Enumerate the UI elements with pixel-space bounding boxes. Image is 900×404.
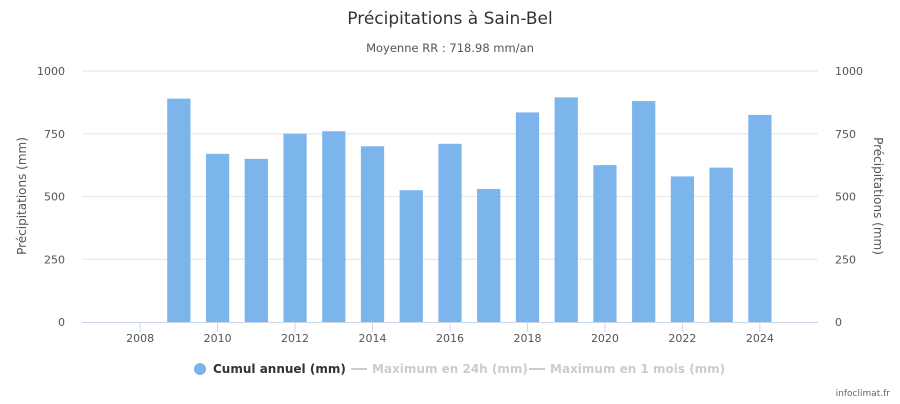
legend-item-1[interactable]: Cumul annuel (mm) — [194, 362, 346, 376]
legend-label: Maximum en 1 mois (mm) — [550, 362, 725, 376]
legend: Cumul annuel (mm) Maximum en 24h (mm) Maxi… — [194, 362, 725, 376]
y-tick-label-left: 250 — [44, 253, 65, 266]
y-tick-label-right: 500 — [835, 191, 856, 204]
bar-2013[interactable] — [322, 131, 346, 322]
y-axis-title-left: Précipitations (mm) — [15, 137, 29, 255]
bar-2012[interactable] — [283, 133, 307, 322]
bar-2019[interactable] — [554, 97, 578, 322]
bar-2024[interactable] — [748, 114, 772, 322]
chart-title: Précipitations à Sain-Bel — [347, 9, 552, 29]
credit-link[interactable]: infoclimat.fr — [836, 389, 891, 399]
bar-2011[interactable] — [244, 158, 268, 322]
bar-2021[interactable] — [632, 101, 656, 323]
x-tick-label: 2008 — [126, 332, 154, 345]
bar-2010[interactable] — [205, 153, 230, 322]
y-tick-label-right: 1000 — [835, 65, 863, 78]
legend-item-2[interactable]: Maximum en 24h (mm) — [351, 362, 528, 376]
bar-2014[interactable] — [360, 146, 385, 322]
y-tick-label-right: 250 — [835, 253, 856, 266]
legend-label: Maximum en 24h (mm) — [372, 362, 528, 376]
bar-2017[interactable] — [477, 188, 501, 322]
chart-subtitle: Moyenne RR : 718.98 mm/an — [366, 41, 534, 55]
x-tick-label: 2020 — [591, 332, 619, 345]
x-tick-label: 2018 — [513, 332, 541, 345]
bar-2015[interactable] — [399, 190, 423, 322]
y-axis-title-right: Précipitations (mm) — [871, 137, 885, 255]
x-tick-label: 2010 — [204, 332, 232, 345]
x-tick-label: 2024 — [746, 332, 774, 345]
y-tick-label-left: 1000 — [37, 65, 65, 78]
bar-2018[interactable] — [515, 112, 540, 322]
y-tick-label-left: 0 — [58, 316, 65, 329]
bar-2009[interactable] — [167, 98, 191, 322]
y-tick-label-right: 0 — [835, 316, 842, 329]
bars — [167, 97, 772, 323]
bar-2023[interactable] — [709, 167, 733, 322]
bar-2016[interactable] — [438, 143, 462, 322]
x-tick-label: 2022 — [668, 332, 696, 345]
y-tick-label-left: 750 — [44, 128, 65, 141]
bar-2022[interactable] — [670, 176, 695, 322]
y-tick-label-right: 750 — [835, 128, 856, 141]
x-tick-label: 2014 — [359, 332, 387, 345]
y-tick-label-left: 500 — [44, 191, 65, 204]
legend-marker-circle — [194, 363, 206, 375]
legend-label: Cumul annuel (mm) — [213, 362, 346, 376]
axes: 0 0 250 250 500 500 750 750 1000 1000 2008 2010 2012… — [37, 65, 863, 345]
bar-2020[interactable] — [593, 165, 617, 322]
x-tick-label: 2016 — [436, 332, 464, 345]
legend-item-3[interactable]: Maximum en 1 mois (mm) — [529, 362, 725, 376]
x-tick-label: 2012 — [281, 332, 309, 345]
